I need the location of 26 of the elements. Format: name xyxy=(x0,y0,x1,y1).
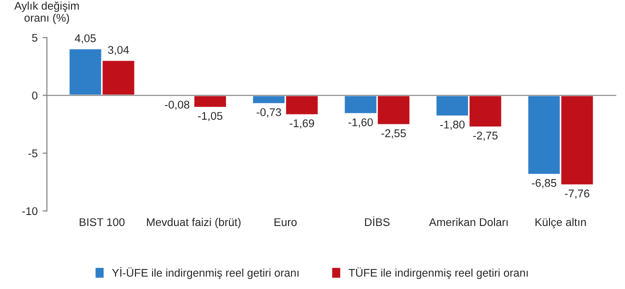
data-label: -7,76 xyxy=(564,190,590,199)
data-label: 4,05 xyxy=(74,34,96,44)
x-tick-label: Külçe altın xyxy=(536,218,586,228)
x-tick-label: Amerikan Doları xyxy=(429,218,508,226)
bar xyxy=(192,94,228,108)
y-tick-label: 5 xyxy=(32,34,38,42)
legend-label: TÜFE ile indirgenmiş reel getiri oranı xyxy=(348,267,528,279)
y-tick-label: 0 xyxy=(32,92,38,100)
data-label: -0,73 xyxy=(256,108,282,118)
x-tick-label: BIST 100 xyxy=(80,218,125,226)
data-label: -0,08 xyxy=(164,100,190,110)
data-label: -1,80 xyxy=(440,120,465,130)
data-label: -1,05 xyxy=(198,112,222,122)
data-label: -2,75 xyxy=(473,132,498,141)
data-label: -1,60 xyxy=(348,118,373,128)
legend-label: Yİ-ÜFE ile indirgenmiş reel getiri oranı xyxy=(112,267,298,279)
x-tick-label: Euro xyxy=(274,218,297,226)
data-label: 3,04 xyxy=(108,46,129,56)
x-tick-label: DİBS xyxy=(365,216,390,226)
x-tick-label: Mevduat faizi (brüt) xyxy=(147,218,241,228)
data-label: -2,55 xyxy=(381,129,406,138)
y-tick-label: -10 xyxy=(22,207,38,216)
data-label: -1,69 xyxy=(290,119,314,129)
y-axis-title: Aylık değişim oranı (%) xyxy=(14,1,79,24)
data-label: -6,85 xyxy=(532,179,556,188)
y-tick-label: -5 xyxy=(28,150,38,158)
